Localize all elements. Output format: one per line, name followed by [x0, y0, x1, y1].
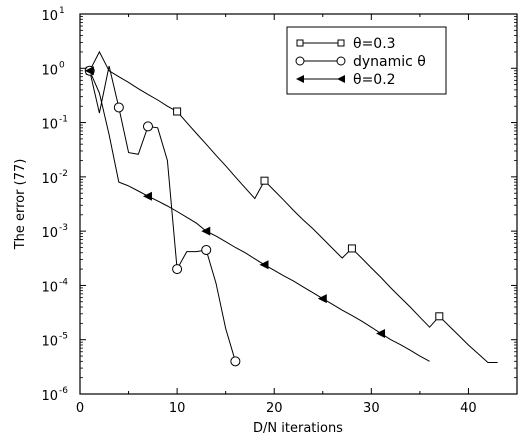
y-tick-label-exponent: -5: [59, 332, 68, 342]
legend: θ=0.3 dynamic θ θ=0.2: [286, 26, 447, 95]
y-tick-label: 10: [41, 335, 58, 350]
data-point-triangle: [259, 260, 269, 270]
data-point-circle: [172, 264, 183, 275]
data-point-triangle: [376, 329, 386, 339]
data-point-square: [173, 107, 182, 116]
y-tick-label: 10: [41, 63, 58, 78]
y-tick-label-exponent: -1: [59, 115, 68, 125]
y-tick-label: 10: [41, 118, 58, 133]
data-point-triangle: [201, 226, 211, 236]
data-point-triangle: [317, 294, 327, 304]
legend-label-theta-0.2: θ=0.2: [353, 72, 396, 88]
legend-marker-triangle: [337, 75, 345, 83]
y-tick-label: 10: [41, 226, 58, 241]
x-axis-label: D/N iterations: [253, 421, 343, 436]
data-point-square: [260, 176, 269, 185]
data-point-circle: [201, 244, 212, 255]
series-line-0: [89, 50, 498, 363]
legend-label-theta-0.3: θ=0.3: [353, 36, 396, 52]
data-point-square: [435, 312, 444, 321]
x-tick-label: 0: [76, 401, 84, 416]
y-tick-label-exponent: -6: [59, 386, 68, 396]
data-point-square: [347, 244, 356, 253]
y-tick-label-exponent: 1: [59, 6, 65, 16]
y-tick-label-exponent: -4: [59, 277, 68, 287]
y-tick-label: 10: [41, 280, 58, 295]
data-point-circle: [142, 121, 153, 132]
x-tick-label: 10: [169, 401, 186, 416]
data-point-circle: [230, 356, 241, 367]
x-tick-label: 30: [363, 401, 380, 416]
data-point-triangle: [142, 191, 152, 201]
series-line-2: [89, 70, 430, 362]
data-point-circle: [113, 102, 124, 113]
y-tick-label-exponent: -3: [59, 223, 68, 233]
legend-marker-triangle: [296, 75, 304, 83]
legend-marker-square: [296, 39, 304, 47]
y-tick-label: 10: [41, 172, 58, 187]
y-tick-label: 10: [41, 9, 58, 24]
series-markers: [84, 65, 444, 367]
y-tick-label: 10: [41, 389, 58, 404]
legend-marker-square: [337, 39, 345, 47]
y-tick-label-exponent: -2: [59, 169, 68, 179]
x-tick-label: 40: [460, 401, 477, 416]
plot-frame: [79, 13, 518, 395]
legend-marker-circle: [336, 56, 346, 66]
y-tick-label-exponent: 0: [59, 60, 65, 70]
legend-label-dynamic: dynamic θ: [353, 54, 426, 70]
x-tick-label: 20: [266, 401, 283, 416]
series-line-1: [89, 65, 236, 362]
legend-marker-circle: [295, 56, 305, 66]
y-axis-label: The error (77): [13, 159, 28, 251]
data-point-triangle: [84, 66, 94, 76]
